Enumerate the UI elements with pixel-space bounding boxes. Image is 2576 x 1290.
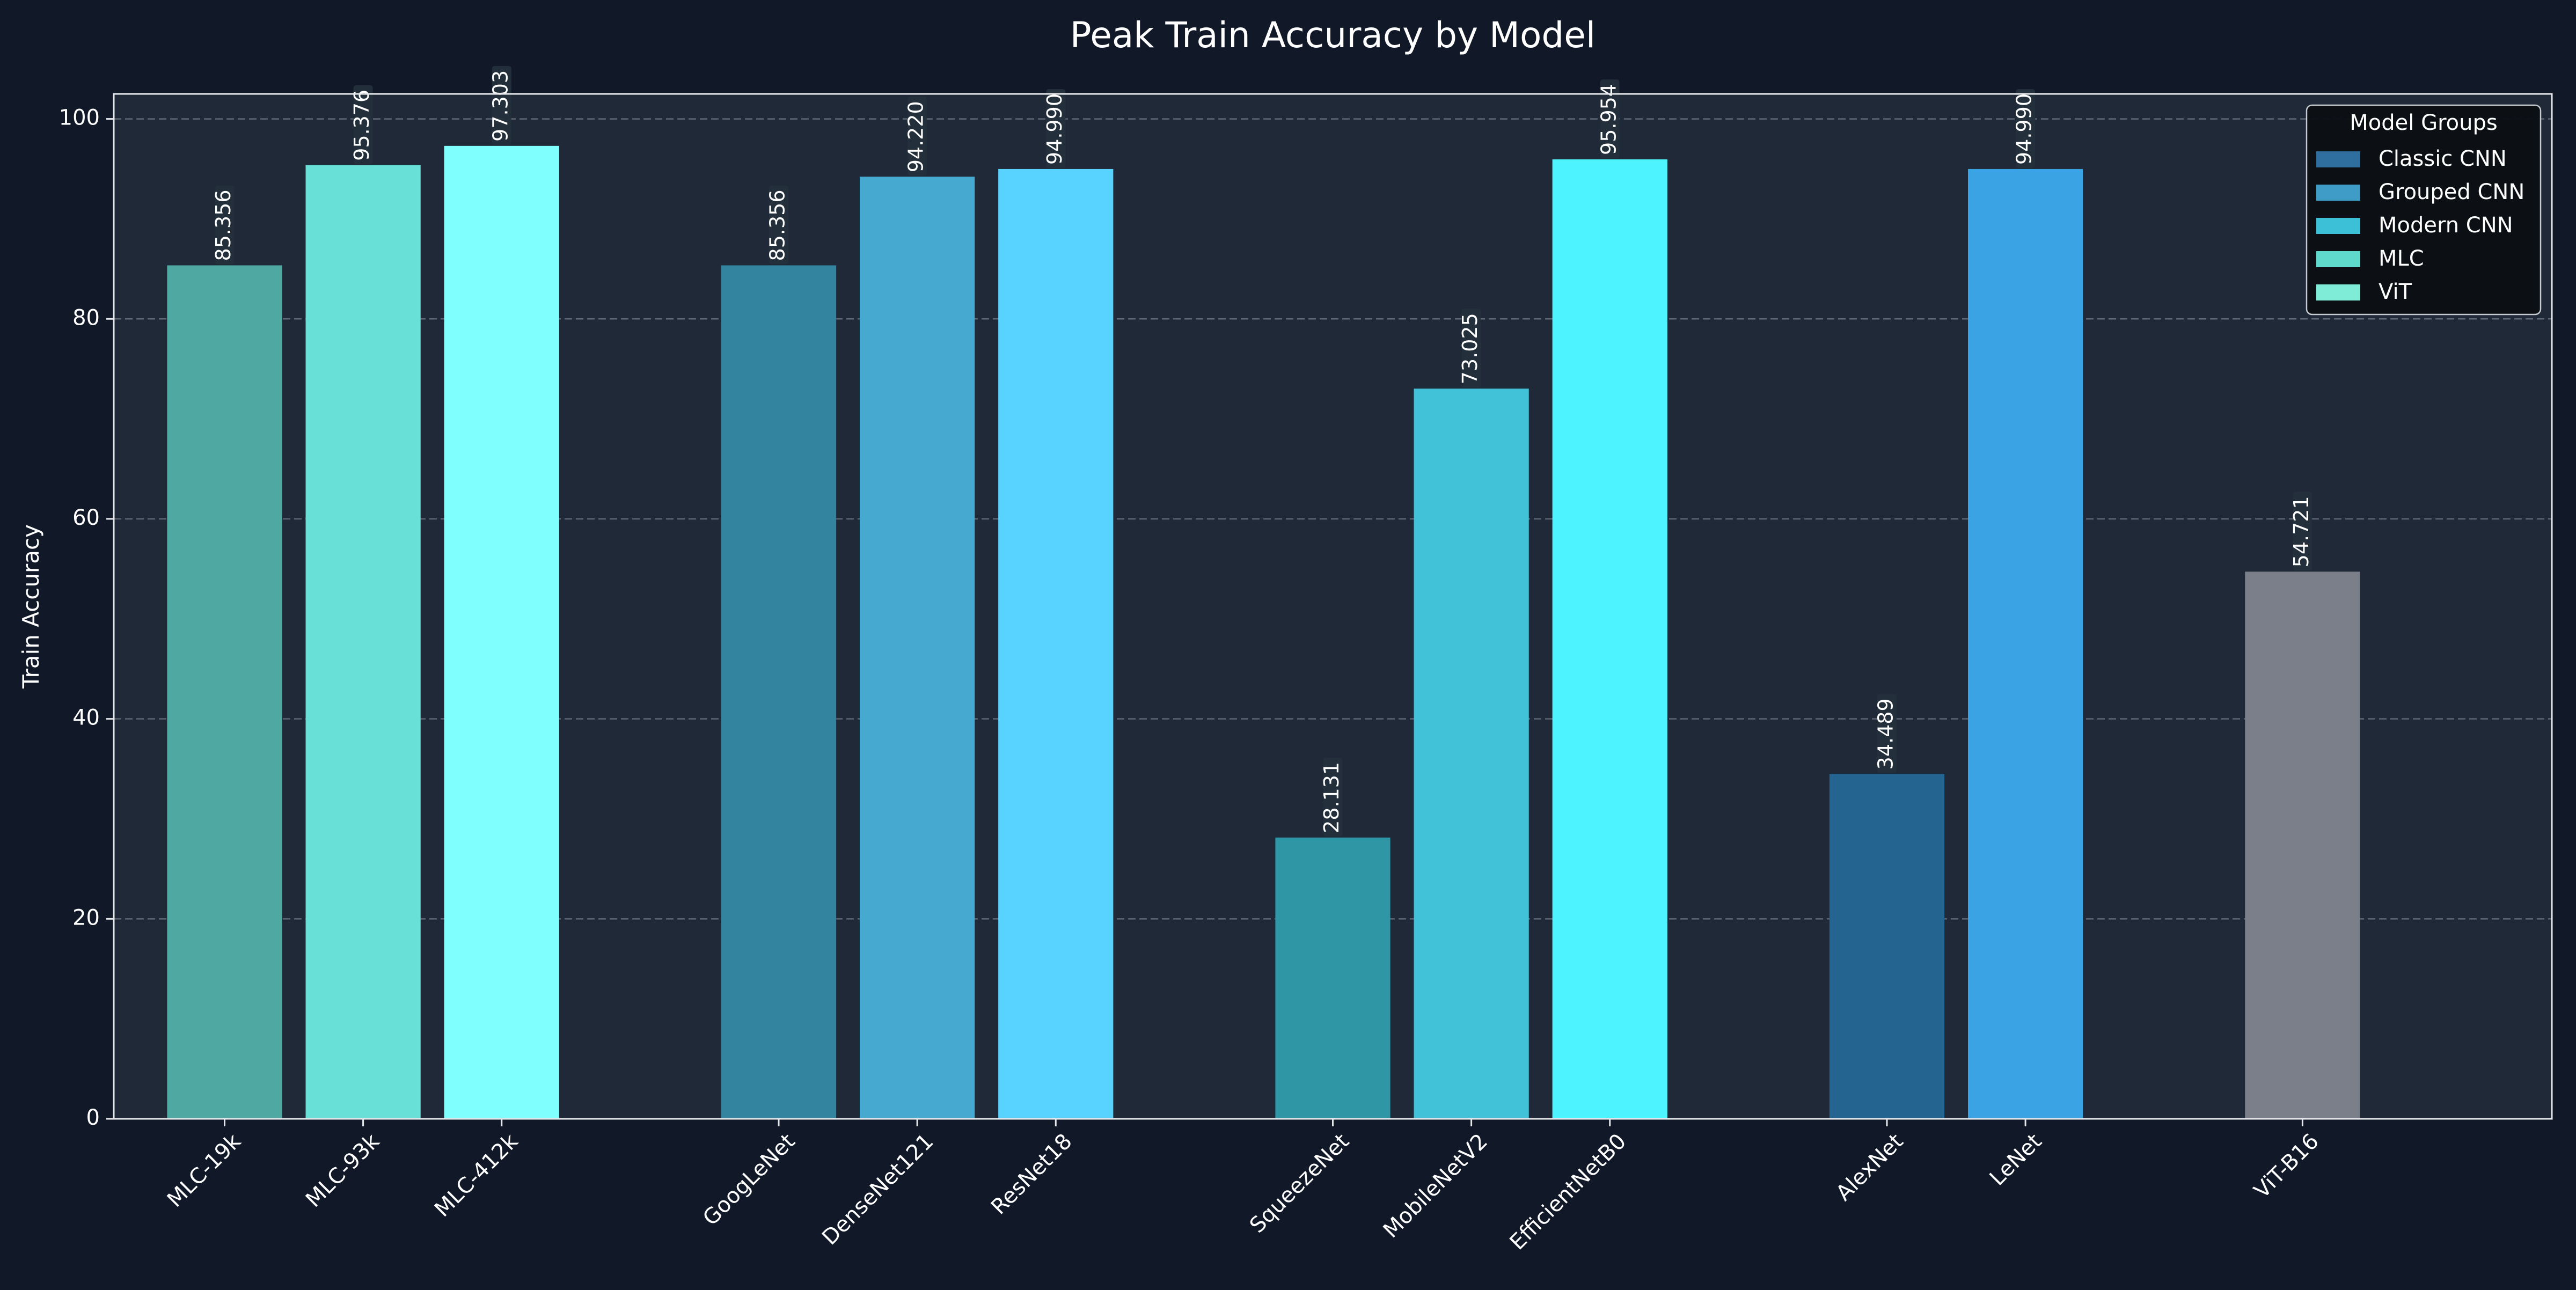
value-label-text: 54.721 (2289, 496, 2313, 567)
chart-title: Peak Train Accuracy by Model (1070, 14, 1596, 56)
value-label-box (492, 65, 511, 145)
value-label-lenet: 94.990 (2012, 89, 2036, 168)
value-labels: 85.356 95.376 97.303 85.356 94.220 94.990 28.1… (211, 65, 2313, 837)
legend-swatch-modern-cnn (2316, 218, 2360, 234)
legend-label-vit: ViT (2379, 280, 2412, 304)
legend-label-grouped-cnn: Grouped CNN (2379, 180, 2524, 204)
value-label-mlc-19k: 85.356 (211, 185, 235, 265)
bar-mlc-412k (444, 145, 559, 1119)
value-label-text: 95.376 (350, 90, 374, 161)
value-label-text: 95.954 (1597, 84, 1620, 155)
value-label-box (1877, 694, 1897, 773)
value-label-mlc-412k: 97.303 (488, 65, 512, 145)
bar-mobilenetv2 (1414, 389, 1529, 1119)
y-axis-ticks: 0 20 40 60 80 100 (59, 106, 114, 1130)
legend-title: Model Groups (2350, 111, 2497, 135)
value-label-box (353, 85, 373, 164)
value-label-squeezenet: 28.131 (1320, 757, 1343, 837)
value-label-text: 34.489 (1874, 698, 1898, 769)
value-label-text: 94.220 (904, 101, 928, 172)
legend-swatch-grouped-cnn (2316, 185, 2360, 201)
value-label-densenet121: 94.220 (904, 97, 928, 176)
y-tick-label: 80 (72, 305, 100, 330)
value-label-box (215, 185, 235, 265)
legend-box (2306, 104, 2542, 316)
value-label-box (769, 185, 788, 265)
y-tick-label: 60 (72, 505, 100, 530)
legend: Model Groups Classic CNN Grouped CNN Moder… (2306, 104, 2542, 316)
legend-label-classic-cnn: Classic CNN (2379, 146, 2507, 171)
value-label-resnet18: 94.990 (1043, 89, 1066, 168)
bars (167, 145, 2360, 1119)
value-label-googlenet: 85.356 (766, 185, 789, 265)
y-tick-label: 0 (86, 1105, 100, 1130)
legend-entries: Classic CNN Grouped CNN Modern CNN MLC ViT (2316, 146, 2524, 304)
value-label-vit-b16: 54.721 (2289, 492, 2313, 571)
value-label-box (1461, 309, 1481, 388)
bar-mlc-19k (167, 265, 282, 1119)
value-label-box (1323, 757, 1343, 837)
legend-label-mlc: MLC (2379, 246, 2424, 271)
y-tick-label: 20 (72, 905, 100, 930)
bar-squeezenet (1275, 837, 1391, 1119)
value-label-text: 73.025 (1458, 313, 1482, 384)
y-tick-label: 100 (59, 106, 100, 130)
value-label-mobilenetv2: 73.025 (1458, 309, 1482, 388)
value-label-text: 28.131 (1320, 762, 1343, 833)
legend-swatch-classic-cnn (2316, 151, 2360, 167)
legend-swatch-vit (2316, 284, 2360, 300)
value-label-text: 97.303 (488, 70, 512, 142)
bar-alexnet (1829, 774, 1945, 1119)
value-label-box (2293, 492, 2312, 571)
value-label-text: 85.356 (211, 189, 235, 261)
bar-efficientnetb0 (1552, 159, 1667, 1119)
value-label-text: 94.990 (2012, 93, 2036, 165)
bar-mlc-93k (305, 165, 421, 1119)
y-tick-label: 40 (72, 706, 100, 730)
value-label-text: 85.356 (766, 189, 789, 261)
value-label-alexnet: 34.489 (1874, 694, 1898, 773)
bar-resnet18 (998, 168, 1114, 1119)
value-label-box (908, 97, 927, 176)
bar-googlenet (721, 265, 837, 1119)
legend-label-modern-cnn: Modern CNN (2379, 213, 2513, 238)
value-label-efficientnetb0: 95.954 (1597, 79, 1620, 158)
bar-vit-b16 (2245, 571, 2360, 1119)
value-label-text: 94.990 (1043, 93, 1066, 165)
value-label-mlc-93k: 95.376 (350, 85, 374, 164)
value-label-box (1046, 89, 1066, 168)
bar-lenet (1968, 168, 2083, 1119)
bar-densenet121 (860, 177, 975, 1119)
legend-swatch-mlc (2316, 251, 2360, 267)
value-label-box (1600, 79, 1620, 158)
y-axis-label: Train Accuracy (18, 524, 44, 689)
value-label-box (2016, 89, 2036, 168)
